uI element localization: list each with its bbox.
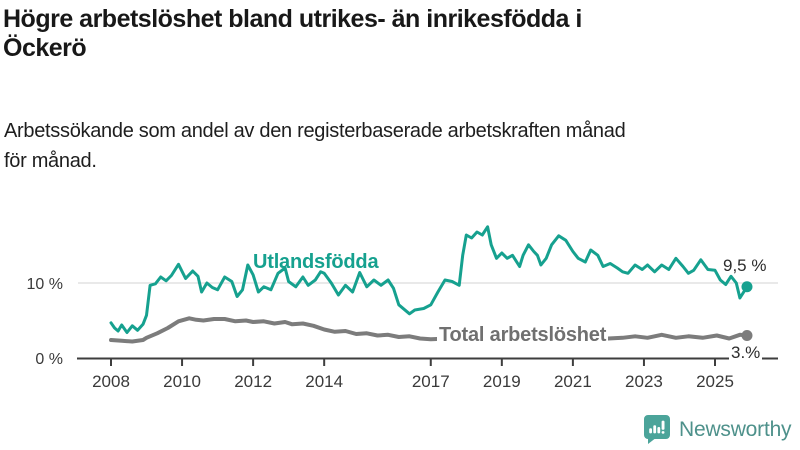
series-label-total-arbetsloshet: Total arbetslöshet <box>437 324 609 347</box>
series-line-total <box>109 316 749 344</box>
page-subtitle: Arbetssökande som andel av den registerb… <box>4 120 626 172</box>
x-tick-label-2010: 2010 <box>163 372 201 391</box>
x-tick-label-2014: 2014 <box>305 372 343 391</box>
y-tick-label-10: 10 % <box>27 276 63 293</box>
x-tick-label-2021: 2021 <box>554 372 592 391</box>
x-tick-label-2017: 2017 <box>412 372 450 391</box>
newsworthy-logo-icon <box>644 415 670 444</box>
series-end-dot-utlandsfodda <box>741 281 753 293</box>
y-tick-label-0: 0 % <box>35 351 63 368</box>
x-tick-label-2008: 2008 <box>92 372 130 391</box>
series-line-utlandsfodda <box>109 225 749 334</box>
last-value-label-total: 3.% <box>729 343 763 363</box>
series-end-dot-total <box>741 330 753 341</box>
x-tick-label-2023: 2023 <box>625 372 663 391</box>
last-value-label-utlandsfodda: 9,5 % <box>723 256 767 275</box>
newsworthy-logo: Newsworthy <box>644 415 792 444</box>
series-label-utlandsfodda: Utlandsfödda <box>253 251 379 273</box>
x-tick-label-2019: 2019 <box>483 372 521 391</box>
x-tick-label-2012: 2012 <box>234 372 272 391</box>
x-tick-label-2025: 2025 <box>696 372 734 391</box>
newsworthy-logo-text: Newsworthy <box>679 417 792 441</box>
page-title: Högre arbetslöshet bland utrikes- än inr… <box>3 5 582 62</box>
